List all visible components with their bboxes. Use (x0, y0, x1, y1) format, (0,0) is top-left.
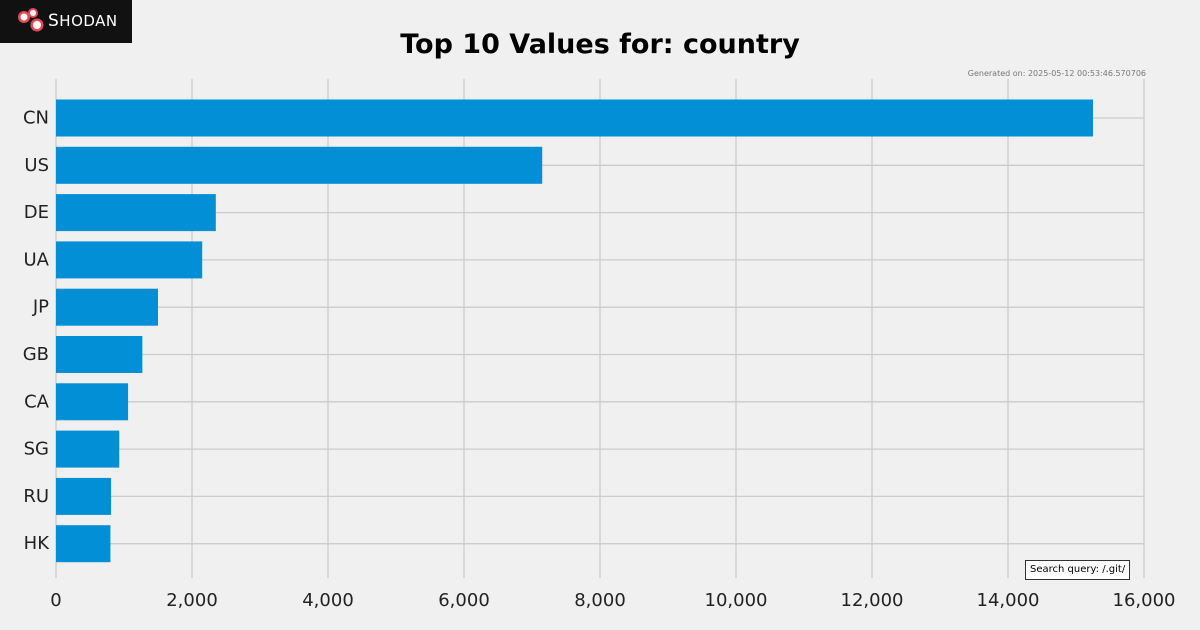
y-tick-label: RU (23, 486, 49, 507)
chart-title: Top 10 Values for: country (400, 29, 800, 60)
bar-sg (56, 430, 120, 468)
x-tick-label: 4,000 (302, 590, 354, 611)
y-tick-label: UA (24, 249, 50, 270)
bar-cn (56, 99, 1093, 137)
y-tick-label: GB (23, 344, 49, 365)
y-tick-label: CA (24, 391, 50, 412)
bar-ua (56, 241, 203, 279)
y-tick-label: US (24, 155, 49, 176)
bar-us (56, 146, 543, 184)
shodan-logo-icon (18, 7, 44, 31)
y-tick-label: HK (24, 533, 51, 554)
x-tick-label: 12,000 (841, 590, 904, 611)
bar-ca (56, 383, 129, 421)
x-tick-label: 2,000 (166, 590, 218, 611)
bar-gb (56, 336, 143, 373)
bar-jp (56, 288, 158, 326)
shodan-logo[interactable]: SHODAN (0, 0, 132, 43)
x-tick-label: 14,000 (977, 590, 1040, 611)
x-tick-label: 10,000 (705, 590, 768, 611)
bar-de (56, 194, 216, 232)
x-tick-label: 0 (50, 590, 61, 611)
y-tick-label: CN (23, 108, 49, 129)
y-tick-label: SG (24, 439, 49, 460)
y-tick-label: JP (32, 297, 49, 318)
x-tick-label: 16,000 (1113, 590, 1176, 611)
generated-timestamp: Generated on: 2025-05-12 00:53:46.570706 (967, 69, 1146, 78)
search-query-label: Search query: /.git/ (1025, 560, 1131, 580)
bar-hk (56, 525, 111, 563)
x-tick-label: 6,000 (438, 590, 490, 611)
bar-ru (56, 477, 112, 515)
x-tick-label: 8,000 (574, 590, 626, 611)
brand-name: SHODAN (48, 11, 118, 31)
y-tick-label: DE (24, 202, 49, 223)
